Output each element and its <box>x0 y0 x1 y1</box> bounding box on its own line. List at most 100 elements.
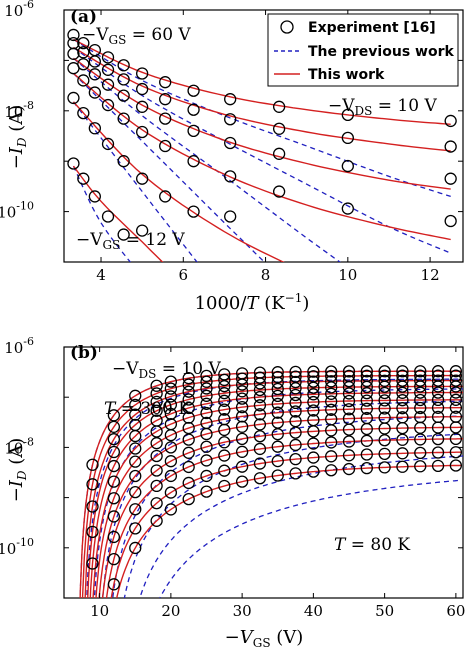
experiment-point <box>253 418 267 431</box>
experiment-point <box>107 420 121 433</box>
experiment-point <box>289 438 302 452</box>
experiment-point <box>289 426 302 439</box>
experiment-point <box>182 372 195 385</box>
experiment-point <box>218 403 231 416</box>
experiment-point <box>107 578 121 591</box>
experiment-point <box>200 427 213 441</box>
experiment-point <box>101 63 115 76</box>
experiment-point <box>341 108 354 122</box>
experiment-point <box>271 469 284 482</box>
experiment-point <box>101 78 115 91</box>
experiment-point <box>414 460 427 473</box>
experiment-point <box>396 365 409 378</box>
this-work-curve <box>92 399 462 598</box>
x-tick-label-a: 8 <box>261 266 271 284</box>
previous-work-curve <box>86 378 462 598</box>
experiment-point <box>107 510 121 523</box>
experiment-point <box>150 404 163 417</box>
experiment-point <box>360 402 373 415</box>
annotation-vds-10-b: −VDS = 10 V <box>112 359 221 381</box>
experiment-point <box>86 478 99 491</box>
experiment-point <box>129 503 142 516</box>
experiment-point <box>235 392 249 405</box>
this-work-curve <box>95 407 462 598</box>
experiment-point <box>253 472 267 485</box>
experiment-point <box>378 402 391 415</box>
experiment-point <box>150 379 163 392</box>
this-work-curve <box>89 391 463 598</box>
experiment-point <box>235 445 249 458</box>
experiment-point <box>325 365 338 378</box>
legend-label-previous: The previous work <box>308 44 454 60</box>
experiment-point <box>253 371 267 384</box>
experiment-point <box>360 422 373 436</box>
experiment-point <box>200 454 213 467</box>
previous-work-curve <box>123 433 463 598</box>
experiment-point <box>88 122 102 135</box>
experiment-point <box>164 441 178 454</box>
previous-work-curve <box>112 415 463 598</box>
experiment-point <box>271 389 284 403</box>
experiment-point <box>224 93 237 106</box>
experiment-point <box>200 406 213 420</box>
this-work-curve <box>105 438 463 598</box>
previous-work-curve <box>159 479 462 598</box>
experiment-point <box>86 458 99 471</box>
this-work-curve <box>72 101 285 262</box>
experiment-point <box>224 210 237 223</box>
experiment-point <box>235 420 249 433</box>
experiment-point <box>235 372 249 385</box>
experiment-point <box>107 433 121 446</box>
experiment-point <box>360 380 373 394</box>
experiment-point <box>271 440 284 453</box>
experiment-point <box>235 432 249 446</box>
experiment-point <box>378 374 391 387</box>
this-work-curve <box>87 385 463 598</box>
experiment-point <box>307 425 320 438</box>
experiment-point <box>396 433 409 446</box>
experiment-point <box>449 365 463 378</box>
experiment-point <box>150 387 163 400</box>
experiment-point <box>200 382 213 395</box>
experiment-point <box>200 485 213 498</box>
this-work-curve <box>72 165 164 262</box>
experiment-point <box>117 89 130 102</box>
series-layer-b <box>79 365 463 598</box>
y-tick-label-a: 10-10 <box>0 200 34 222</box>
experiment-point <box>271 382 284 396</box>
experiment-point <box>271 397 284 411</box>
legend-label-this-work: This work <box>308 67 385 83</box>
experiment-point <box>129 429 142 443</box>
experiment-point <box>164 398 178 411</box>
legend: Experiment [16] The previous work This w… <box>267 13 459 87</box>
experiment-point <box>342 365 356 378</box>
experiment-point <box>129 442 142 455</box>
experiment-point <box>164 486 178 499</box>
experiment-point <box>88 55 102 68</box>
experiment-point <box>117 228 130 241</box>
experiment-point <box>150 395 163 409</box>
experiment-point <box>307 465 320 478</box>
experiment-point <box>396 380 409 393</box>
experiment-point <box>129 522 142 535</box>
experiment-point <box>182 393 195 406</box>
x-axis-label-a: 1000/T (K−1) <box>195 291 310 314</box>
experiment-point <box>431 374 445 387</box>
experiment-point <box>67 47 80 60</box>
experiment-point <box>129 389 142 402</box>
experiment-point <box>271 370 284 384</box>
panel-a: 4 6 8 10 12 10-10 10-8 10-6 (a) −VGS = 60 V −VD… <box>0 0 464 314</box>
panel-label-b: (b) <box>70 343 98 363</box>
panel-label-a: (a) <box>70 7 97 27</box>
experiment-point <box>67 28 80 42</box>
experiment-point <box>271 454 284 468</box>
experiment-point <box>88 190 102 203</box>
annotation-t-300: T = 300 K <box>104 399 191 419</box>
experiment-point <box>378 365 391 378</box>
annotation-vds-10-a: −VDS = 10 V <box>328 96 437 118</box>
experiment-point <box>150 449 163 463</box>
experiment-point <box>431 459 445 472</box>
experiment-point <box>159 139 172 153</box>
experiment-point <box>150 464 163 477</box>
experiment-point <box>325 375 338 388</box>
